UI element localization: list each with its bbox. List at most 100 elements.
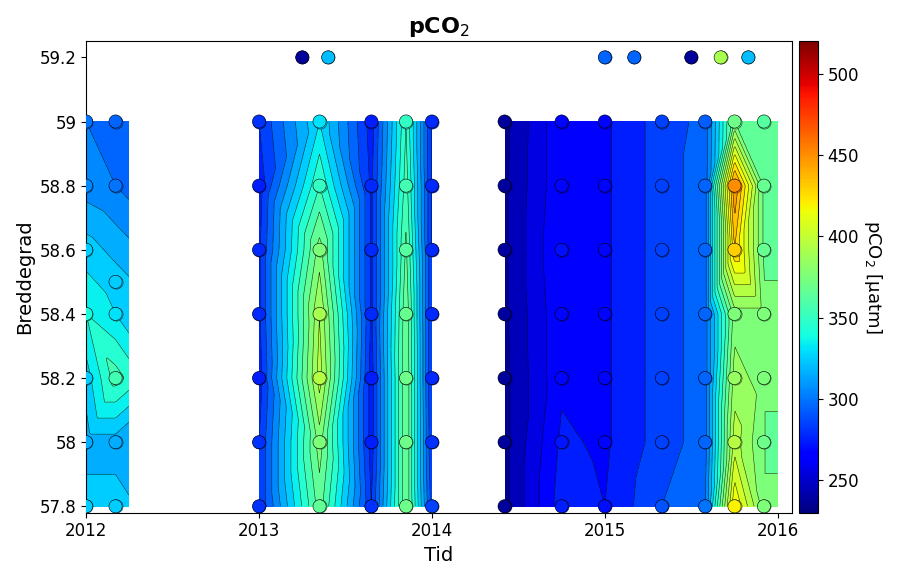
Point (252, 245, 266, 255)
Point (627, 53, 642, 62)
Point (554, 309, 569, 318)
Point (399, 374, 413, 383)
Point (698, 181, 712, 190)
Point (498, 502, 512, 511)
Point (554, 245, 569, 255)
Point (79, 502, 94, 511)
Point (79, 117, 94, 126)
Point (598, 181, 612, 190)
Point (757, 502, 771, 511)
Point (399, 437, 413, 447)
Point (554, 245, 569, 255)
Point (554, 181, 569, 190)
Point (727, 117, 742, 126)
Point (295, 53, 310, 62)
Point (79, 181, 94, 190)
Point (425, 437, 439, 447)
Point (498, 245, 512, 255)
Point (714, 53, 728, 62)
Point (627, 53, 642, 62)
Point (598, 437, 612, 447)
Point (295, 53, 310, 62)
Point (727, 245, 742, 255)
Point (252, 502, 266, 511)
Point (108, 117, 122, 126)
Point (654, 181, 669, 190)
Point (252, 245, 266, 255)
Point (698, 437, 712, 447)
Point (252, 437, 266, 447)
Point (757, 245, 771, 255)
Y-axis label: Breddegrad: Breddegrad (15, 220, 34, 334)
Point (79, 309, 94, 318)
Point (727, 374, 742, 383)
Point (598, 117, 612, 126)
Point (698, 502, 712, 511)
Point (727, 245, 742, 255)
Point (757, 309, 771, 318)
Point (425, 181, 439, 190)
Point (108, 181, 122, 190)
Point (554, 117, 569, 126)
Point (364, 502, 379, 511)
Point (312, 374, 327, 383)
Point (757, 437, 771, 447)
Point (554, 502, 569, 511)
Point (757, 117, 771, 126)
Point (598, 502, 612, 511)
Point (554, 181, 569, 190)
Point (364, 117, 379, 126)
Point (684, 53, 698, 62)
Point (498, 245, 512, 255)
Point (598, 374, 612, 383)
Point (741, 53, 755, 62)
Point (425, 309, 439, 318)
Point (399, 117, 413, 126)
Point (727, 502, 742, 511)
Point (727, 181, 742, 190)
Point (425, 245, 439, 255)
Point (108, 181, 122, 190)
Point (598, 374, 612, 383)
Point (741, 53, 755, 62)
Point (727, 181, 742, 190)
Point (425, 245, 439, 255)
Point (654, 117, 669, 126)
Point (364, 309, 379, 318)
Point (312, 502, 327, 511)
Point (498, 437, 512, 447)
Point (498, 374, 512, 383)
Point (79, 181, 94, 190)
Point (554, 309, 569, 318)
Point (598, 117, 612, 126)
Point (425, 374, 439, 383)
Point (364, 374, 379, 383)
Point (364, 374, 379, 383)
Point (727, 437, 742, 447)
Point (79, 245, 94, 255)
Point (757, 181, 771, 190)
Point (321, 53, 336, 62)
Point (598, 245, 612, 255)
Point (399, 437, 413, 447)
Point (252, 309, 266, 318)
Point (312, 181, 327, 190)
Point (399, 117, 413, 126)
Point (757, 374, 771, 383)
Point (698, 309, 712, 318)
Point (79, 502, 94, 511)
Point (312, 245, 327, 255)
Point (727, 117, 742, 126)
Point (698, 502, 712, 511)
Point (598, 437, 612, 447)
Point (312, 117, 327, 126)
Point (108, 309, 122, 318)
Point (698, 245, 712, 255)
Point (252, 117, 266, 126)
Point (312, 374, 327, 383)
Point (252, 309, 266, 318)
Point (684, 53, 698, 62)
Point (498, 181, 512, 190)
Point (425, 117, 439, 126)
Point (108, 502, 122, 511)
